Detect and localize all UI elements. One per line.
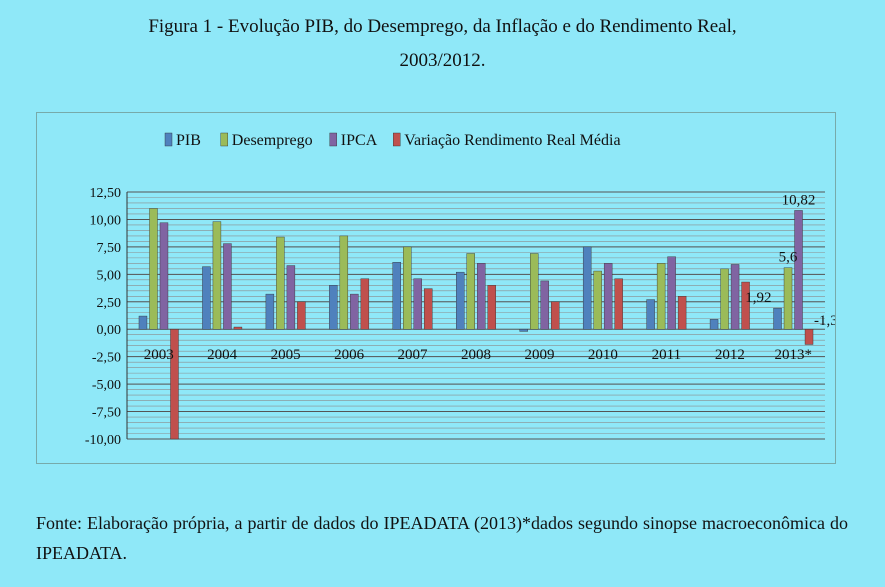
bar-2007-PIB	[392, 262, 401, 330]
bar-2008-Desemprego	[466, 253, 475, 330]
bar-2011-IPCA	[667, 256, 676, 330]
bar-2007-Desemprego	[403, 246, 412, 330]
bar-2003-Variação Rendimento Real Média	[170, 329, 179, 440]
x-tick-label: 2008	[461, 347, 491, 363]
bar-2006-PIB	[329, 285, 338, 330]
bar-2010-Variação Rendimento Real Média	[614, 278, 623, 330]
bar-2013*-PIB	[773, 307, 782, 330]
bar-2004-Desemprego	[212, 221, 222, 330]
data-label: 10,82	[782, 192, 816, 208]
y-tick-label: 0,00	[97, 323, 122, 338]
bar-2009-IPCA	[540, 280, 549, 330]
bar-2011-PIB	[646, 299, 655, 330]
bar-2009-Desemprego	[530, 253, 539, 330]
bar-2013*-Variação Rendimento Real Média	[804, 329, 814, 345]
bar-2005-Variação Rendimento Real Média	[297, 301, 306, 330]
x-tick-label: 2003	[144, 347, 174, 363]
figure-title-line2: 2003/2012.	[399, 50, 486, 71]
bar-2012-Variação Rendimento Real Média	[741, 281, 750, 330]
bar-2006-Variação Rendimento Real Média	[360, 278, 370, 330]
bar-2007-IPCA	[413, 278, 422, 330]
y-tick-label: -2,50	[92, 351, 121, 366]
bar-2005-Desemprego	[276, 236, 285, 330]
legend-label: IPCA	[341, 132, 378, 149]
x-tick-label: 2013*	[775, 347, 813, 363]
legend-label: PIB	[176, 132, 201, 149]
legend-swatch	[329, 132, 337, 147]
bar-2012-PIB	[709, 319, 719, 330]
y-tick-label: -5,00	[92, 378, 121, 393]
bar-2004-Variação Rendimento Real Média	[233, 326, 243, 330]
x-tick-label: 2012	[715, 347, 745, 363]
bar-2008-IPCA	[477, 263, 486, 330]
y-tick-label: 10,00	[90, 213, 122, 228]
x-tick-label: 2004	[207, 347, 238, 363]
figure-source: Fonte: Elaboração própria, a partir de d…	[36, 513, 848, 563]
bar-chart: 12,50 10,00 7,50 5,00 2,50 0,00 -2,50 -5,00 -7,5…	[85, 132, 845, 448]
legend-swatch	[220, 132, 229, 147]
y-tick-label: 2,50	[97, 296, 122, 311]
data-label: 5,6	[779, 250, 798, 266]
bar-2012-IPCA	[730, 264, 740, 330]
bar-2009-PIB	[519, 329, 528, 332]
bar-2010-Desemprego	[593, 270, 602, 330]
y-tick-label: 12,50	[90, 186, 122, 201]
x-tick-label: 2011	[652, 347, 681, 363]
bar-2010-IPCA	[603, 263, 613, 330]
bar-2011-Variação Rendimento Real Média	[677, 296, 687, 330]
y-tick-label: -10,00	[85, 433, 121, 448]
legend-label: Variação Rendimento Real Média	[404, 132, 620, 149]
figure-title-line1: Figura 1 - Evolução PIB, do Desemprego, …	[148, 16, 737, 37]
bar-2013*-Desemprego	[783, 267, 793, 330]
y-tick-label: 7,50	[97, 241, 122, 256]
bar-2009-Variação Rendimento Real Média	[551, 301, 560, 330]
bar-2005-IPCA	[286, 265, 296, 330]
chart-area: 12,50 10,00 7,50 5,00 2,50 0,00 -2,50 -5,00 -7,5…	[36, 112, 845, 464]
x-tick-label: 2005	[271, 347, 301, 363]
y-tick-label: -7,50	[92, 406, 121, 421]
bar-2007-Variação Rendimento Real Média	[424, 288, 433, 330]
legend-swatch	[164, 132, 173, 147]
bar-2006-IPCA	[350, 293, 359, 330]
bar-2003-IPCA	[159, 222, 169, 330]
bar-2004-IPCA	[223, 243, 232, 330]
x-tick-label: 2006	[334, 347, 365, 363]
data-label: -1,39	[814, 313, 835, 329]
x-tick-label: 2009	[524, 347, 554, 363]
bar-2008-Variação Rendimento Real Média	[487, 285, 496, 330]
x-tick-label: 2010	[588, 347, 618, 363]
bar-2005-PIB	[265, 293, 275, 330]
data-label: 1,92	[745, 290, 771, 306]
legend-swatch	[393, 132, 401, 147]
bar-2010-PIB	[582, 246, 592, 330]
y-tick-label: 5,00	[97, 268, 122, 283]
bar-2003-PIB	[138, 315, 148, 330]
bar-2011-Desemprego	[656, 263, 666, 330]
bar-2006-Desemprego	[339, 235, 349, 330]
bar-2013*-IPCA	[794, 210, 803, 330]
bar-2003-Desemprego	[149, 208, 158, 330]
x-tick-label: 2007	[398, 347, 429, 363]
legend-label: Desemprego	[232, 132, 313, 149]
figure-title: Figura 1 - Evolução PIB, do Desemprego, …	[0, 10, 885, 78]
bar-2004-PIB	[202, 266, 211, 330]
bar-2012-Desemprego	[720, 268, 729, 330]
bar-2008-PIB	[456, 271, 465, 330]
